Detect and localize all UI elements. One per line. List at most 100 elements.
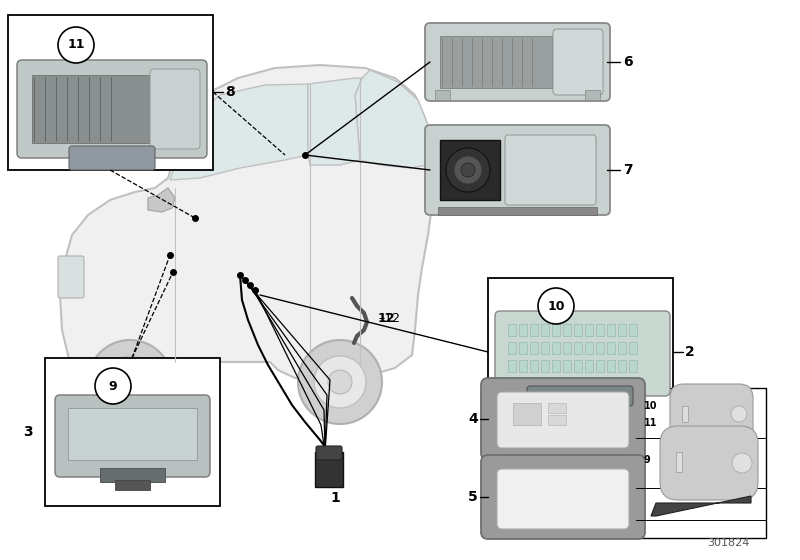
Text: 301824: 301824: [708, 538, 750, 548]
FancyBboxPatch shape: [497, 392, 629, 448]
FancyBboxPatch shape: [150, 69, 200, 149]
Bar: [596, 360, 604, 372]
Bar: [574, 342, 582, 354]
Bar: [563, 360, 571, 372]
Polygon shape: [170, 84, 308, 180]
Bar: [552, 342, 560, 354]
Bar: [596, 324, 604, 336]
Polygon shape: [148, 188, 175, 212]
Bar: [563, 324, 571, 336]
Bar: [618, 324, 626, 336]
Bar: [541, 342, 549, 354]
Bar: [636, 388, 766, 538]
Bar: [552, 360, 560, 372]
Circle shape: [95, 368, 131, 404]
Bar: [618, 360, 626, 372]
Text: 12: 12: [378, 311, 395, 324]
FancyBboxPatch shape: [17, 60, 207, 158]
FancyBboxPatch shape: [497, 469, 629, 529]
Bar: [629, 342, 637, 354]
Bar: [607, 342, 615, 354]
Text: 4: 4: [468, 412, 478, 426]
Text: 6: 6: [623, 55, 633, 69]
Text: 7: 7: [623, 163, 633, 177]
FancyBboxPatch shape: [425, 23, 610, 101]
Bar: [100, 468, 165, 482]
FancyBboxPatch shape: [527, 386, 633, 406]
FancyBboxPatch shape: [553, 29, 603, 95]
Bar: [541, 324, 549, 336]
Bar: [585, 90, 600, 100]
FancyBboxPatch shape: [481, 378, 645, 460]
Bar: [585, 342, 593, 354]
Circle shape: [104, 356, 156, 408]
FancyBboxPatch shape: [660, 426, 758, 500]
FancyBboxPatch shape: [481, 455, 645, 539]
FancyBboxPatch shape: [505, 135, 596, 205]
FancyBboxPatch shape: [425, 125, 610, 215]
Bar: [585, 360, 593, 372]
Circle shape: [731, 406, 747, 422]
Bar: [676, 452, 682, 472]
Text: 1: 1: [330, 491, 340, 505]
Circle shape: [88, 340, 172, 424]
Text: –12: –12: [378, 311, 400, 324]
Bar: [682, 406, 688, 422]
FancyBboxPatch shape: [58, 256, 84, 298]
Text: 11: 11: [67, 39, 85, 52]
Text: 9: 9: [109, 380, 118, 393]
Bar: [530, 342, 538, 354]
Bar: [629, 360, 637, 372]
FancyBboxPatch shape: [55, 395, 210, 477]
Polygon shape: [651, 496, 751, 516]
Bar: [541, 360, 549, 372]
Bar: [519, 360, 527, 372]
Text: 11: 11: [644, 418, 658, 428]
Bar: [8, 15, 213, 170]
Text: 9: 9: [644, 455, 650, 465]
Circle shape: [314, 356, 366, 408]
Bar: [530, 324, 538, 336]
Circle shape: [461, 163, 475, 177]
Bar: [618, 342, 626, 354]
Circle shape: [118, 370, 142, 394]
Text: 8: 8: [225, 85, 234, 99]
Bar: [530, 360, 538, 372]
Bar: [585, 324, 593, 336]
Circle shape: [454, 156, 482, 184]
Bar: [513, 403, 541, 425]
Bar: [315, 452, 343, 487]
Bar: [508, 342, 516, 354]
Circle shape: [298, 340, 382, 424]
Bar: [629, 324, 637, 336]
Bar: [508, 324, 516, 336]
Bar: [607, 324, 615, 336]
Bar: [574, 324, 582, 336]
Text: 10: 10: [547, 300, 565, 312]
Bar: [574, 360, 582, 372]
Circle shape: [446, 148, 490, 192]
Bar: [563, 342, 571, 354]
FancyBboxPatch shape: [316, 446, 342, 460]
Polygon shape: [355, 70, 428, 168]
Text: 2: 2: [685, 345, 694, 359]
Bar: [68, 408, 197, 460]
Bar: [440, 36, 560, 88]
Bar: [552, 324, 560, 336]
Bar: [607, 360, 615, 372]
Bar: [435, 90, 450, 100]
Text: 3: 3: [23, 425, 33, 439]
Bar: [519, 324, 527, 336]
Bar: [508, 360, 516, 372]
Bar: [596, 342, 604, 354]
Bar: [115, 480, 150, 490]
Polygon shape: [308, 78, 362, 165]
FancyBboxPatch shape: [69, 146, 155, 170]
Bar: [548, 403, 566, 413]
Bar: [440, 140, 500, 200]
Polygon shape: [60, 65, 435, 382]
Bar: [548, 415, 566, 425]
Circle shape: [58, 27, 94, 63]
Bar: [519, 342, 527, 354]
Text: 5: 5: [468, 490, 478, 504]
